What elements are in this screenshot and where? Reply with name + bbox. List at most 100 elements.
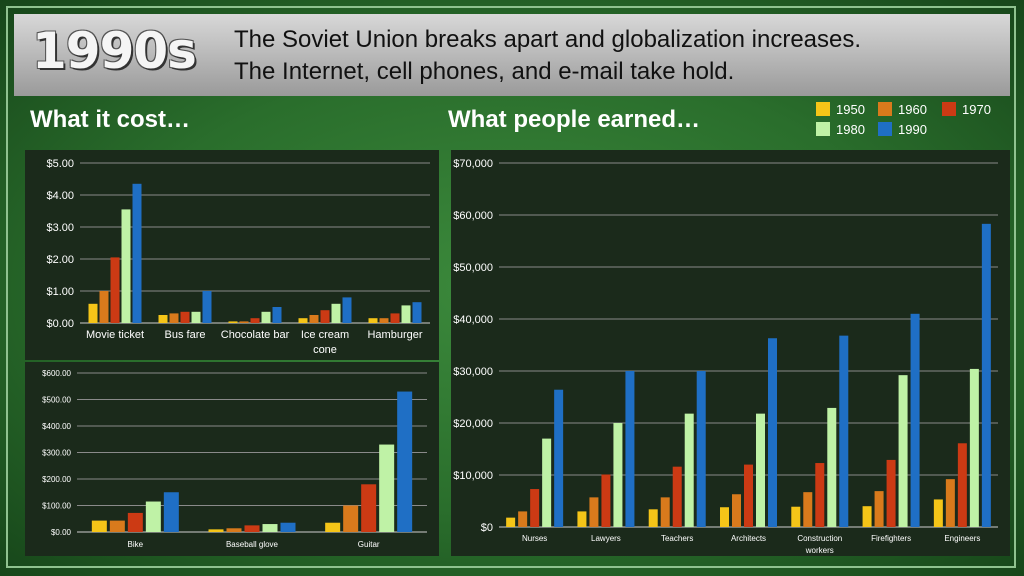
bar-1950 [88,303,98,323]
category-label: cone [313,344,337,356]
legend-item-1980: 1980 [816,122,865,137]
bar-1950 [577,511,587,527]
bar-1990 [163,492,179,532]
y-tick-label: $4.00 [46,190,74,202]
bar-1960 [945,479,955,527]
bar-1970 [815,463,825,527]
category-label: Baseball glove [226,540,279,549]
y-tick-label: $300.00 [42,448,71,457]
category-label: Movie ticket [86,329,144,341]
chart-legend: 1950 1960 1970 1980 1990 [816,102,1006,142]
y-tick-label: $50,000 [453,262,493,274]
bar-1950 [228,321,238,323]
cost-section-title: What it cost… [30,106,190,133]
legend-swatch [816,102,830,116]
bar-1990 [696,371,706,527]
bar-1960 [343,505,359,532]
category-label: Lawyers [591,534,621,543]
category-label: Engineers [944,534,980,543]
bar-1980 [191,311,201,323]
y-tick-label: $600.00 [42,369,71,378]
bar-1950 [325,522,341,532]
y-tick-label: $1.00 [46,286,74,298]
earned-section-title: What people earned… [448,106,701,133]
bar-1960 [239,321,249,323]
bar-1960 [589,497,599,527]
bar-1980 [684,413,694,527]
bar-1970 [110,257,120,323]
category-label: Firefighters [871,534,911,543]
category-label: Bike [128,540,144,549]
bar-1950 [158,315,168,323]
y-tick-label: $3.00 [46,222,74,234]
bar-1950 [368,318,378,323]
small-items-cost-chart: $0.00 $1.00 $2.00 $3.00 $4.00 $5.00 Movie tick… [46,158,430,356]
bar-1970 [957,443,967,527]
chart-panel-small-items: $0.00 $1.00 $2.00 $3.00 $4.00 $5.00 Movie tick… [25,150,439,360]
category-label: Construction [797,534,842,543]
bar-1990 [132,183,142,323]
bar-1980 [969,368,979,527]
legend-item-1990: 1990 [878,122,927,137]
header-banner [14,14,1010,96]
bar-1980 [613,423,623,527]
bar-1970 [744,464,753,527]
legend-item-1950: 1950 [816,102,865,117]
bar-1980 [262,524,278,532]
bar-1970 [601,474,611,527]
legend-swatch [878,102,892,116]
bar-1980 [331,303,341,323]
category-label: Bus fare [165,329,206,341]
bar-1990 [280,522,296,532]
bar-1980 [121,209,131,323]
y-tick-label: $40,000 [453,314,493,326]
bar-1990 [397,391,413,532]
legend-item-1960: 1960 [878,102,927,117]
bar-1980 [542,438,552,527]
bar-1990 [342,297,352,323]
bar-1980 [261,311,271,323]
y-tick-label: $10,000 [453,470,493,482]
legend-swatch [878,122,892,136]
legend-swatch [942,102,956,116]
y-tick-label: $30,000 [453,366,493,378]
bar-1960 [226,528,242,532]
bar-1950 [720,507,729,527]
y-tick-label: $100.00 [42,501,71,510]
bar-1960 [379,318,389,323]
bar-1990 [839,335,849,527]
bar-1980 [827,407,837,527]
bar-1990 [981,223,991,527]
bar-1980 [401,305,411,323]
bar-1970 [127,512,143,532]
bar-1950 [862,506,872,527]
y-tick-label: $5.00 [46,158,74,170]
y-tick-label: $60,000 [453,210,493,222]
bar-1970 [390,313,400,323]
y-tick-label: $2.00 [46,254,74,266]
bar-1990 [625,371,635,527]
bar-1960 [309,315,319,323]
y-tick-label: $500.00 [42,395,71,404]
category-label: Ice cream [301,329,349,341]
bar-1970 [886,459,896,527]
bar-1950 [91,520,107,532]
bar-1970 [672,466,682,527]
subtitle-line-1: The Soviet Union breaks apart and global… [234,26,862,53]
legend-label: 1980 [836,122,865,137]
bar-1950 [506,517,516,527]
bar-1950 [208,529,224,532]
bar-1960 [109,520,125,532]
y-tick-label: $20,000 [453,418,493,430]
y-tick-label: $400.00 [42,422,71,431]
category-label: Chocolate bar [221,329,290,341]
chart-panel-earnings: $0 $10,000 $20,000 $30,000 $40,000 $50,000 $60… [451,150,1010,556]
legend-item-1970: 1970 [942,102,991,117]
category-label: Teachers [661,534,693,543]
legend-label: 1990 [898,122,927,137]
bar-1960 [660,497,670,527]
bar-1970 [250,318,260,323]
bar-1960 [803,492,813,527]
bar-1990 [768,338,777,527]
category-label: Architects [731,534,766,543]
